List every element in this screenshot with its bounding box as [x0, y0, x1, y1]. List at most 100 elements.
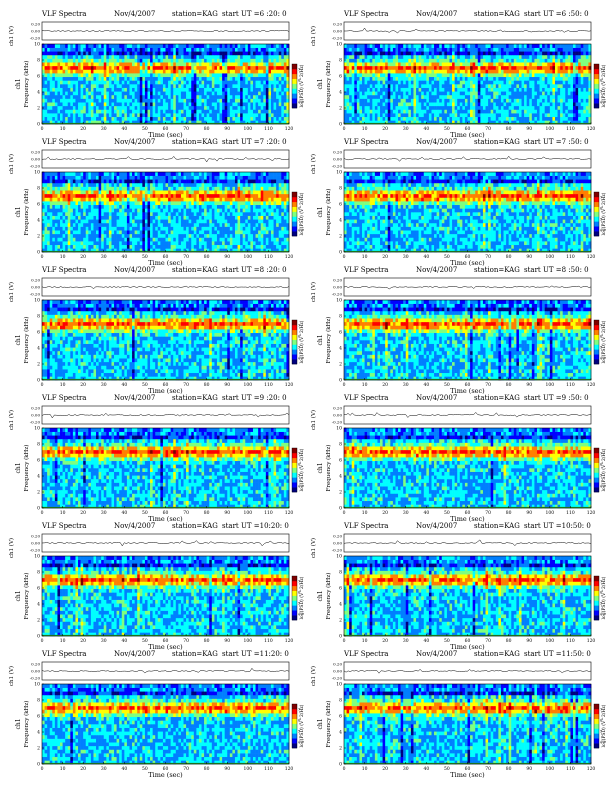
x-tick-label: 40 [423, 510, 429, 516]
x-tick-label: 80 [506, 638, 512, 644]
waveform-tick-label: -0.20 [30, 292, 41, 297]
x-tick-label: 60 [465, 254, 471, 260]
waveform-line [343, 539, 592, 547]
colorbar-segment [292, 329, 297, 335]
y-tick-label: 0 [339, 506, 342, 512]
colorbar-segment [594, 605, 599, 611]
x-tick-label: 80 [506, 766, 512, 772]
spectrogram-panel: VLF Spectra Nov/4/2007 station=KAG start UT… [306, 136, 606, 267]
x-tick-label: 30 [403, 638, 409, 644]
y-tick-label: 6 [339, 714, 342, 720]
colorbar-segment [292, 201, 297, 207]
colorbar-segment [292, 83, 297, 89]
y-tick-label: 10 [336, 554, 342, 560]
spectrogram-plot: 0.20 0.00 -0.20 ch1 (V) 0 2 4 6 8 10 ch1 Frequency … [8, 534, 304, 652]
x-axis-label: Time (sec) [450, 515, 485, 523]
colorbar-tick-label: 5 [600, 474, 602, 478]
x-tick-label: 100 [546, 766, 555, 772]
spectrogram-plot: 0.20 0.00 -0.20 ch1 (V) 0 2 4 6 8 10 ch1 Frequency … [310, 534, 606, 652]
colorbar-segment [594, 457, 599, 463]
panel-title-label: VLF Spectra [344, 138, 388, 146]
spectrogram-plot: 0.20 0.00 -0.20 ch1 (V) 0 2 4 6 8 10 ch1 Frequency … [310, 150, 606, 268]
y-tick-label: 8 [339, 58, 342, 64]
x-tick-label: 90 [224, 766, 230, 772]
x-tick-label: 10 [60, 254, 66, 260]
y-tick-label: 2 [37, 234, 40, 240]
x-tick-label: 0 [41, 254, 44, 260]
colorbar-segment [292, 64, 297, 70]
waveform-tick-label: 0.20 [31, 406, 40, 411]
colorbar-segment [292, 192, 297, 198]
y-tick-label: 4 [37, 602, 40, 608]
colorbar-segment [292, 324, 297, 331]
colorbar-segment [594, 595, 599, 601]
waveform-tick-label: 0.00 [31, 669, 40, 674]
colorbar-frame [291, 319, 298, 365]
x-tick-label: 110 [264, 382, 273, 388]
colorbar-tick-label: 6 [600, 79, 602, 83]
panel-title: VLF Spectra Nov/4/2007 station=KAG start UT… [4, 392, 304, 404]
colorbar-segment [594, 192, 599, 198]
waveform-tick-label: -0.20 [30, 676, 41, 681]
x-tick-label: 30 [101, 638, 107, 644]
panel-start-time: start UT =8 :50: 0 [524, 266, 589, 274]
colorbar-tick-label: 7 [298, 68, 300, 72]
x-tick-label: 90 [526, 254, 532, 260]
colorbar-segment [594, 462, 599, 468]
panel-title-label: VLF Spectra [42, 650, 86, 658]
colorbar-segment [292, 610, 297, 616]
colorbar-tick-label: 5 [298, 474, 300, 478]
panel-title-label: VLF Spectra [42, 138, 86, 146]
x-tick-label: 30 [101, 510, 107, 516]
panel-title: VLF Spectra Nov/4/2007 station=KAG start UT… [306, 264, 606, 276]
y-tick-label: 10 [34, 426, 40, 432]
y-tick-label: 8 [37, 58, 40, 64]
colorbar-segment [594, 93, 599, 99]
x-tick-label: 100 [244, 126, 253, 132]
colorbar-tick-label: 4 [298, 357, 300, 361]
x-tick-label: 110 [566, 766, 575, 772]
y-tick-label: 2 [37, 106, 40, 112]
colorbar-tick-label: 7 [298, 452, 300, 456]
x-tick-label: 110 [566, 126, 575, 132]
panel-station: station=KAG [172, 394, 218, 402]
colorbar-segment [292, 472, 297, 478]
x-tick-label: 50 [142, 638, 148, 644]
y-tick-label: 4 [339, 602, 342, 608]
x-tick-label: 120 [587, 126, 596, 132]
y-tick-label: 4 [37, 730, 40, 736]
colorbar-tick-label: 5 [298, 90, 300, 94]
spectrogram-cells [344, 428, 592, 509]
colorbar-tick-label: 7 [600, 196, 602, 200]
x-tick-label: 120 [285, 510, 294, 516]
x-tick-label: 20 [382, 766, 388, 772]
colorbar-segment [292, 733, 297, 739]
waveform-tick-label: 0.20 [333, 662, 342, 667]
spectrogram-plot: 0.20 0.00 -0.20 ch1 (V) 0 2 4 6 8 10 ch1 Frequency … [8, 278, 304, 396]
colorbar-label: log(PSD) (V^2/Hz) [298, 320, 304, 363]
colorbar-segment [594, 83, 599, 89]
x-tick-label: 90 [526, 382, 532, 388]
waveform-ylabel: ch1 (V) [8, 154, 15, 174]
colorbar-segment [594, 78, 599, 84]
y-axis-label: Frequency (kHz) [325, 701, 332, 748]
waveform-frame [41, 21, 290, 41]
x-tick-label: 70 [183, 766, 189, 772]
colorbar-segment [594, 718, 599, 724]
x-tick-label: 60 [163, 638, 169, 644]
y-tick-label: 4 [37, 474, 40, 480]
x-tick-label: 110 [264, 766, 273, 772]
colorbar-segment [292, 359, 297, 365]
colorbar-segment [292, 98, 297, 104]
x-tick-label: 40 [121, 766, 127, 772]
x-tick-label: 90 [526, 510, 532, 516]
y-tick-label: 4 [37, 90, 40, 96]
y-tick-label: 0 [339, 634, 342, 640]
spectrogram-cells [344, 300, 592, 381]
x-tick-label: 40 [121, 126, 127, 132]
colorbar-tick-label: 4 [600, 101, 602, 105]
x-tick-label: 80 [506, 126, 512, 132]
x-tick-label: 80 [204, 638, 210, 644]
waveform-tick-label: 0.00 [31, 413, 40, 418]
panel-title: VLF Spectra Nov/4/2007 station=KAG start UT… [306, 136, 606, 148]
